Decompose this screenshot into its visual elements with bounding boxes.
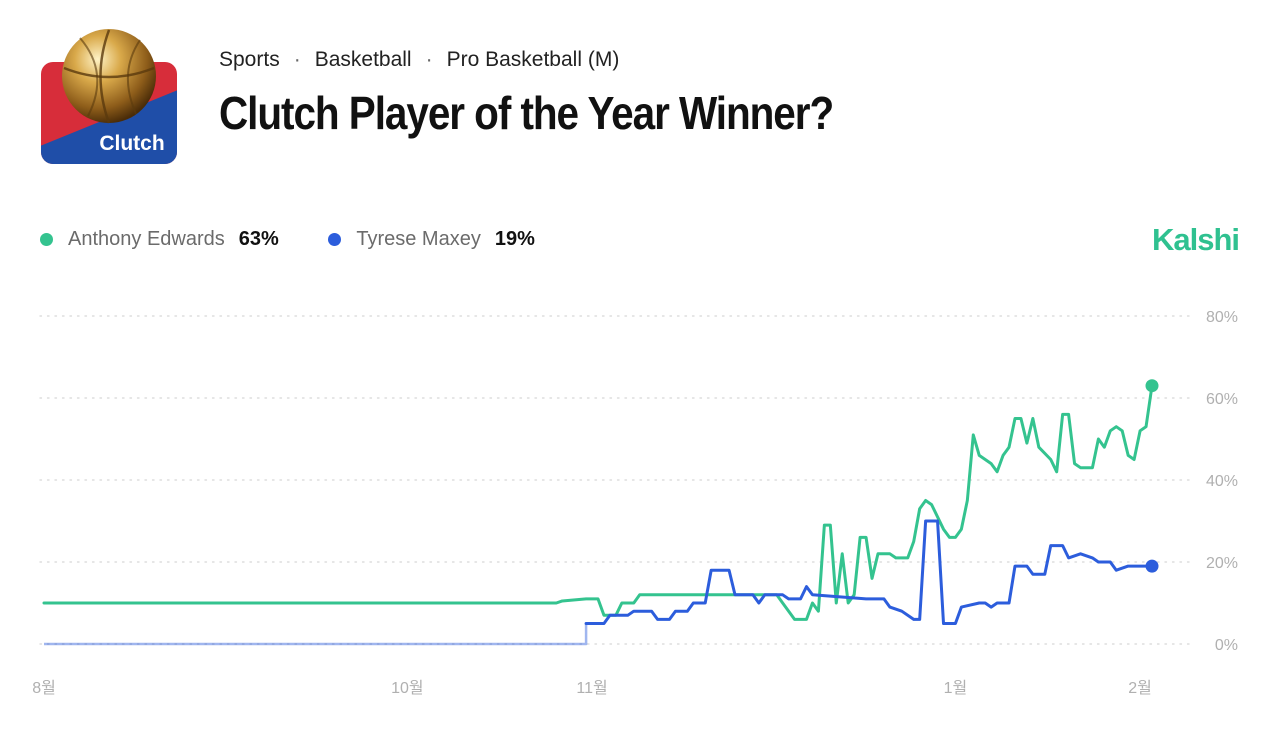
breadcrumb-sports[interactable]: Sports: [219, 48, 280, 71]
brand-logo: Kalshi: [1151, 222, 1240, 257]
x-tick-label: 2월: [1128, 679, 1152, 697]
legend-name: Tyrese Maxey: [356, 228, 481, 250]
breadcrumb-separator: ·: [425, 48, 433, 71]
series-line-tyrese-maxey: [584, 519, 1154, 625]
logo-label: Clutch: [99, 132, 164, 155]
legend-dot: [40, 233, 53, 246]
breadcrumb-basketball[interactable]: Basketball: [314, 48, 412, 71]
x-tick-label: 10월: [391, 679, 424, 697]
series-end-marker: [1145, 559, 1159, 573]
legend-value: 63%: [238, 228, 279, 250]
legend-item-maxey: Tyrese Maxey 19%: [328, 228, 535, 251]
series-line-anthony-edwards: [42, 384, 1154, 621]
breadcrumb: Sports · Basketball · Pro Basketball (M): [219, 48, 619, 72]
x-tick-label: 1월: [944, 679, 968, 697]
breadcrumb-pro-basketball[interactable]: Pro Basketball (M): [446, 48, 620, 71]
price-chart: 0% 20% 40% 60% 80% 8월 10월 11월 1월 2월: [32, 309, 1238, 697]
legend-value: 19%: [494, 228, 535, 250]
y-tick-label: 0%: [1215, 637, 1238, 654]
legend-item-edwards: Anthony Edwards 63%: [40, 228, 279, 251]
x-tick-label: 11월: [576, 679, 607, 697]
legend-name: Anthony Edwards: [68, 228, 225, 250]
series-line-faded: [44, 623, 588, 646]
y-tick-label: 60%: [1206, 391, 1238, 408]
x-tick-label: 8월: [32, 679, 56, 697]
y-tick-label: 40%: [1206, 473, 1238, 490]
page-title: Clutch Player of the Year Winner?: [219, 87, 834, 139]
series-end-marker: [1145, 379, 1159, 393]
chart-legend: Anthony Edwards 63% Tyrese Maxey 19%: [40, 228, 579, 252]
y-tick-label: 80%: [1206, 309, 1238, 326]
market-logo: Clutch: [40, 28, 178, 166]
breadcrumb-separator: ·: [293, 48, 301, 71]
legend-dot: [328, 233, 342, 246]
y-tick-label: 20%: [1206, 555, 1238, 572]
